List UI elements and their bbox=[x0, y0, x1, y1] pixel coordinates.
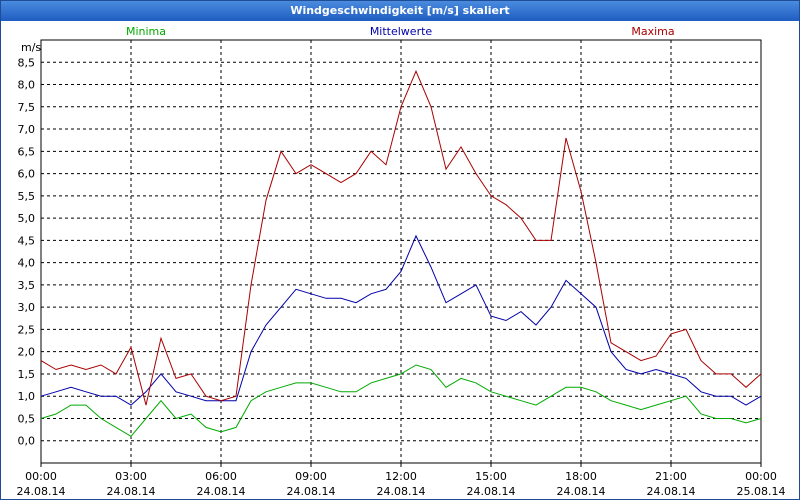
legend-maxima: Maxima bbox=[631, 25, 674, 38]
legend-minima: Minima bbox=[126, 25, 166, 38]
window-title: Windgeschwindigkeit [m/s] skaliert bbox=[1, 1, 799, 21]
y-tick-label: 4,0 bbox=[18, 257, 36, 270]
x-tick-time-label: 21:00 bbox=[655, 470, 687, 483]
x-tick-date-label: 24.08.14 bbox=[197, 485, 246, 498]
y-tick-label: 0,0 bbox=[18, 435, 36, 448]
y-tick-label: 3,5 bbox=[18, 279, 36, 292]
x-tick-date-label: 25.08.14 bbox=[737, 485, 786, 498]
y-tick-label: 7,5 bbox=[18, 101, 36, 114]
x-tick-time-label: 00:00 bbox=[745, 470, 777, 483]
x-tick-time-label: 15:00 bbox=[475, 470, 507, 483]
y-tick-label: 4,5 bbox=[18, 234, 36, 247]
y-tick-label: 3,0 bbox=[18, 301, 36, 314]
x-tick-time-label: 09:00 bbox=[295, 470, 327, 483]
x-tick-time-label: 00:00 bbox=[25, 470, 57, 483]
x-tick-time-label: 06:00 bbox=[205, 470, 237, 483]
y-tick-label: 6,0 bbox=[18, 168, 36, 181]
x-tick-date-label: 24.08.14 bbox=[557, 485, 606, 498]
y-tick-label: 8,5 bbox=[18, 56, 36, 69]
y-tick-label: 7,0 bbox=[18, 123, 36, 136]
x-tick-date-label: 24.08.14 bbox=[647, 485, 696, 498]
x-tick-date-label: 24.08.14 bbox=[377, 485, 426, 498]
y-tick-label: 2,5 bbox=[18, 323, 36, 336]
series-line-mittelwerte bbox=[40, 234, 762, 406]
legend-mittelwerte: Mittelwerte bbox=[370, 25, 433, 38]
x-tick-date-label: 24.08.14 bbox=[107, 485, 156, 498]
series-line-minima bbox=[40, 364, 762, 437]
y-tick-label: 1,5 bbox=[18, 368, 36, 381]
x-tick-date-label: 24.08.14 bbox=[17, 485, 66, 498]
y-tick-label: 5,5 bbox=[18, 190, 36, 203]
x-tick-time-label: 12:00 bbox=[385, 470, 417, 483]
x-tick-date-label: 24.08.14 bbox=[467, 485, 516, 498]
y-tick-label: 8,0 bbox=[18, 79, 36, 92]
y-tick-label: 1,0 bbox=[18, 390, 36, 403]
y-tick-label: 2,0 bbox=[18, 346, 36, 359]
series-line-maxima bbox=[40, 69, 762, 406]
x-tick-date-label: 24.08.14 bbox=[287, 485, 336, 498]
y-axis-label: m/s bbox=[21, 41, 41, 54]
x-tick-time-label: 18:00 bbox=[565, 470, 597, 483]
y-tick-label: 0,5 bbox=[18, 412, 36, 425]
y-tick-label: 6,5 bbox=[18, 145, 36, 158]
x-tick-time-label: 03:00 bbox=[115, 470, 147, 483]
y-tick-label: 5,0 bbox=[18, 212, 36, 225]
